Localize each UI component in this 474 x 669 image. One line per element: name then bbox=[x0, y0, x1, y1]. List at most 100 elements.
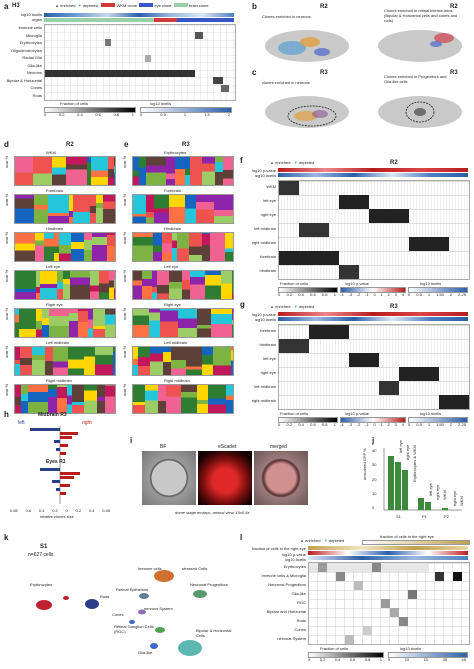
heat-block bbox=[279, 181, 299, 195]
enriched-marker-icon: ▲ bbox=[55, 3, 59, 8]
bar-p1 bbox=[418, 498, 424, 510]
stack-ylabel: scar % bbox=[4, 383, 9, 396]
bar-right bbox=[60, 476, 74, 479]
panel-b-caption-right: Clones enriched in retinal interneurons … bbox=[384, 8, 458, 23]
scar-column bbox=[189, 233, 202, 261]
scar-column bbox=[138, 347, 150, 375]
heat-cell bbox=[453, 572, 462, 581]
scar-column bbox=[160, 309, 178, 337]
tick: 1.50 bbox=[436, 292, 444, 297]
panel-g-ticks-b: -4 -3 -2 -1 0 1 2 3 4 bbox=[340, 422, 404, 427]
scar-column bbox=[87, 157, 91, 185]
panel-f-cells-strip bbox=[278, 173, 468, 177]
scar-column bbox=[208, 385, 226, 413]
panel-g-legend: ▲ enriched ▼ depleted bbox=[270, 304, 314, 309]
tick: -1 bbox=[365, 422, 369, 427]
category-label: S1 bbox=[396, 514, 401, 519]
scar-column bbox=[69, 195, 73, 223]
bar-right bbox=[60, 436, 72, 439]
bar-label: right eye bbox=[435, 484, 440, 500]
panel-f-legend-blue bbox=[408, 287, 468, 293]
scar-column bbox=[202, 233, 210, 261]
tick: 0.65 bbox=[10, 508, 18, 513]
bar-left bbox=[52, 480, 60, 483]
legend-brain-label: brain clone bbox=[188, 3, 209, 8]
scar-column bbox=[84, 385, 97, 413]
stack-ylabel: scar % bbox=[122, 193, 127, 206]
panel-l-legend-grey bbox=[308, 652, 384, 658]
panel-g-legend-diverging bbox=[340, 417, 406, 423]
scar-stack-plot bbox=[132, 308, 234, 338]
heat-cell bbox=[105, 39, 111, 46]
scar-column bbox=[223, 157, 233, 185]
row-label: forebrain bbox=[260, 328, 276, 333]
scar-column bbox=[84, 347, 95, 375]
cluster-label-cones: Cones bbox=[112, 612, 124, 617]
scar-column bbox=[15, 309, 19, 337]
stack-ylabel: scar % bbox=[122, 269, 127, 282]
cluster-neuronal-prog bbox=[193, 590, 207, 598]
panel-h-ticks: 0.65 0.6 0.4 0.2 0 0.2 0.4 0.45 bbox=[10, 508, 110, 513]
panel-l-legend-blue bbox=[388, 652, 468, 658]
panel-f-legend-diverging bbox=[340, 287, 406, 293]
scar-column bbox=[162, 233, 172, 261]
enriched-marker-icon: ▲ bbox=[270, 304, 274, 309]
scar-column bbox=[163, 347, 171, 375]
bar-left bbox=[40, 468, 60, 471]
panel-label-c: c bbox=[252, 68, 257, 77]
stack-title: Left eye bbox=[46, 264, 61, 269]
panel-label-a: a bbox=[4, 2, 9, 11]
tick: 2 bbox=[449, 422, 453, 427]
scar-column bbox=[190, 157, 202, 185]
scar-stack-plot bbox=[132, 346, 234, 376]
panel-f-ticks-b: -4 -3 -2 -1 0 1 2 3 4 bbox=[340, 292, 404, 297]
row-label: Bipolar & Horizontal bbox=[6, 77, 42, 83]
panel-l-top-labels: fraction of cells in the right eye log10… bbox=[240, 546, 306, 563]
panel-a-ticks-right: 0 0.5 1 1.5 2 bbox=[140, 112, 230, 117]
panel-i-merged-image bbox=[254, 451, 308, 505]
tick: 0.6 bbox=[310, 292, 316, 297]
panel-g-title: R3 bbox=[390, 304, 398, 310]
tick: 0.2 bbox=[286, 292, 293, 297]
stack-ylabel: scar % bbox=[122, 231, 127, 244]
panel-h-right-label: right bbox=[82, 420, 92, 426]
row-label: log10 #cells bbox=[254, 317, 276, 322]
scar-column bbox=[139, 157, 146, 185]
legend-enriched-label: enriched bbox=[60, 3, 76, 8]
heat-block bbox=[279, 251, 339, 265]
tick: 1 bbox=[380, 422, 383, 427]
cluster-label-immune: Immune cells bbox=[138, 566, 162, 571]
scar-column bbox=[57, 271, 63, 299]
stack-title: Forebrain bbox=[164, 188, 182, 193]
tick: 0.2 bbox=[58, 112, 65, 117]
heat-cell bbox=[390, 608, 399, 617]
stack-ylabel: scar % bbox=[4, 155, 9, 168]
scar-column bbox=[172, 233, 177, 261]
scar-column bbox=[221, 271, 232, 299]
row-label: log10 #cells bbox=[254, 173, 276, 178]
scar-column bbox=[44, 233, 54, 261]
tick: 0 bbox=[44, 112, 47, 117]
row-label: Microglia bbox=[25, 32, 42, 38]
stack-ylabel: scar % bbox=[4, 307, 9, 320]
row-label: log10 p-value bbox=[251, 312, 276, 317]
scar-column bbox=[108, 157, 114, 185]
stack-title: Left midbrain bbox=[46, 340, 70, 345]
stack-title: Left eye bbox=[164, 264, 179, 269]
heat-cell bbox=[354, 581, 363, 590]
scar-column bbox=[133, 385, 145, 413]
heat-block bbox=[299, 223, 329, 237]
cluster-immune bbox=[154, 570, 174, 582]
bar-s1 bbox=[388, 456, 394, 510]
panel-g-heatmap bbox=[278, 324, 470, 410]
scar-column bbox=[210, 233, 225, 261]
row-label: Glia-like bbox=[291, 591, 306, 596]
legend-wkm-label: WKM clone bbox=[116, 3, 138, 8]
legend-eye-label: eye clone bbox=[154, 3, 172, 8]
scar-column bbox=[92, 233, 107, 261]
row-label: Neuronal Progenitors bbox=[268, 582, 306, 587]
scar-column bbox=[152, 271, 157, 299]
panel-g-cells-strip bbox=[278, 317, 468, 321]
scar-column bbox=[169, 271, 182, 299]
scar-column bbox=[133, 347, 138, 375]
